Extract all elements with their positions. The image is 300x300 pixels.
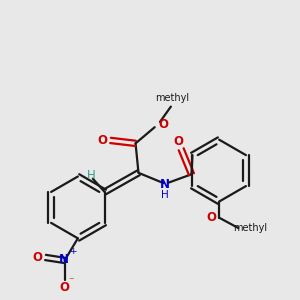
Text: +: +	[69, 247, 76, 256]
Text: H: H	[87, 169, 96, 182]
Text: H: H	[161, 190, 169, 200]
Text: O: O	[98, 134, 108, 147]
Text: O: O	[60, 281, 70, 294]
Text: O: O	[32, 251, 42, 264]
Text: methyl: methyl	[155, 93, 189, 103]
Text: O: O	[173, 134, 183, 148]
Text: methyl: methyl	[233, 223, 267, 233]
Text: N: N	[160, 178, 170, 191]
Text: ⁻: ⁻	[68, 276, 74, 286]
Text: N: N	[59, 253, 69, 266]
Text: O: O	[158, 118, 168, 131]
Text: O: O	[206, 211, 216, 224]
